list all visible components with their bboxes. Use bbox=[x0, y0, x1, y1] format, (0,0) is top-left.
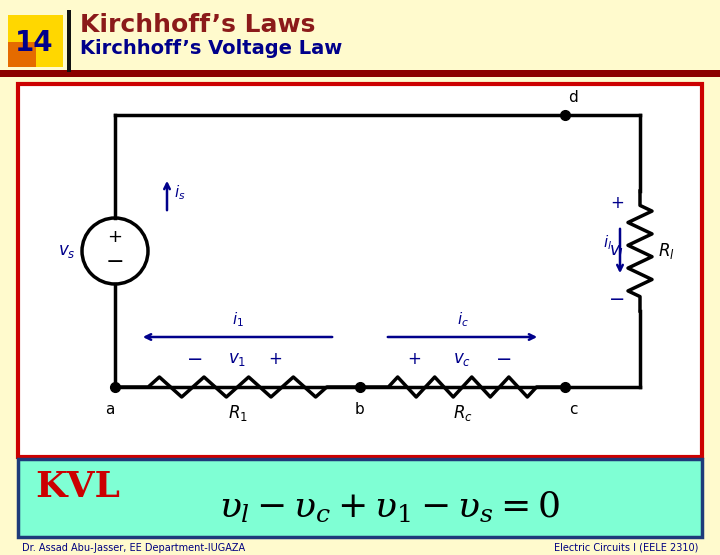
Text: $v_c$: $v_c$ bbox=[454, 350, 472, 368]
Text: +: + bbox=[269, 350, 282, 368]
Bar bbox=[67, 10, 71, 72]
Text: −: − bbox=[496, 350, 513, 369]
Text: −: − bbox=[187, 350, 204, 369]
Text: $R_l$: $R_l$ bbox=[658, 241, 675, 261]
Text: $v_l$: $v_l$ bbox=[610, 242, 624, 260]
Bar bbox=[0, 70, 720, 77]
Text: Kirchhoff’s Laws: Kirchhoff’s Laws bbox=[80, 13, 315, 37]
Text: $v_1$: $v_1$ bbox=[228, 350, 247, 368]
Text: $i_s$: $i_s$ bbox=[174, 184, 186, 203]
Text: $i_c$: $i_c$ bbox=[456, 310, 469, 329]
Text: +: + bbox=[610, 194, 624, 212]
Bar bbox=[8, 15, 63, 67]
Text: $i_l$: $i_l$ bbox=[603, 234, 612, 253]
Text: b: b bbox=[355, 402, 365, 417]
Text: +: + bbox=[408, 350, 421, 368]
Text: $i_1$: $i_1$ bbox=[232, 310, 243, 329]
Text: 14: 14 bbox=[15, 29, 53, 57]
Bar bbox=[18, 84, 702, 457]
Text: $R_1$: $R_1$ bbox=[228, 403, 248, 423]
Text: d: d bbox=[568, 90, 578, 105]
Text: −: − bbox=[609, 290, 625, 309]
Text: Kirchhoff’s Voltage Law: Kirchhoff’s Voltage Law bbox=[80, 38, 342, 58]
Text: +: + bbox=[107, 228, 122, 246]
Text: Dr. Assad Abu-Jasser, EE Department-IUGAZA: Dr. Assad Abu-Jasser, EE Department-IUGA… bbox=[22, 543, 245, 553]
Text: $\upsilon_l - \upsilon_c + \upsilon_1 - \upsilon_s = 0$: $\upsilon_l - \upsilon_c + \upsilon_1 - … bbox=[220, 490, 561, 524]
Text: KVL: KVL bbox=[35, 470, 120, 504]
Text: $R_c$: $R_c$ bbox=[453, 403, 472, 423]
Text: Electric Circuits I (EELE 2310): Electric Circuits I (EELE 2310) bbox=[554, 543, 698, 553]
Text: −: − bbox=[106, 252, 125, 272]
Text: $v_s$: $v_s$ bbox=[58, 242, 76, 260]
Bar bbox=[18, 459, 702, 537]
Text: a: a bbox=[105, 402, 114, 417]
Text: c: c bbox=[569, 402, 577, 417]
Bar bbox=[8, 42, 36, 67]
